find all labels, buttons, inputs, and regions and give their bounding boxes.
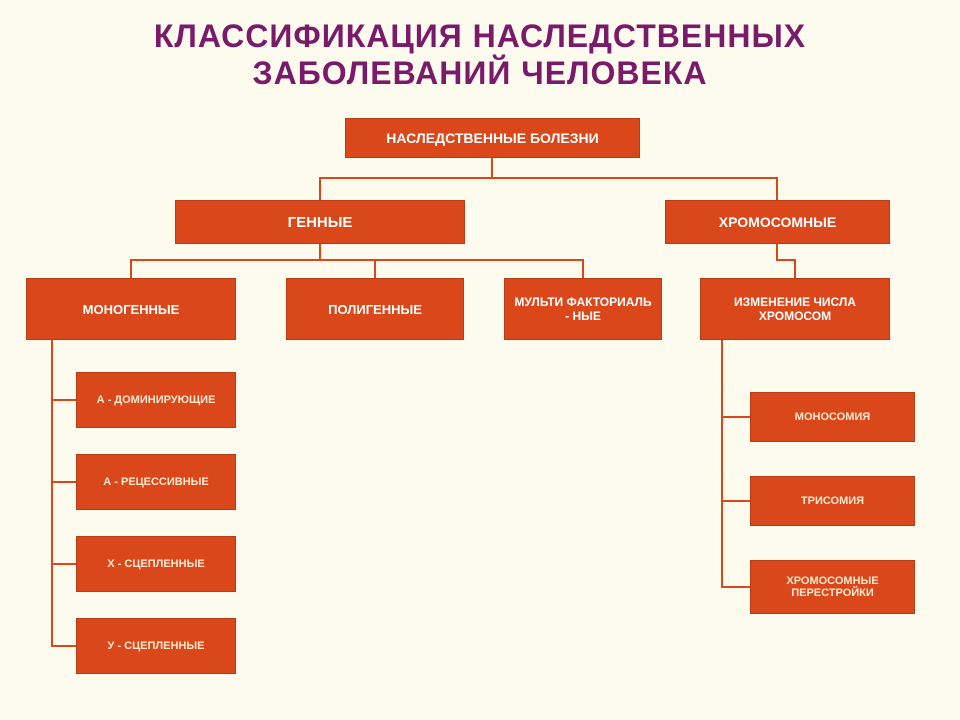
node-root: НАСЛЕДСТВЕННЫЕ БОЛЕЗНИ (345, 118, 640, 158)
node-label: ХРОМОСОМНЫЕ (719, 214, 836, 230)
node-monosom: МОНОСОМИЯ (750, 392, 915, 442)
node-label: МУЛЬТИ ФАКТОРИАЛЬ - НЫЕ (513, 295, 653, 323)
connector (131, 244, 320, 278)
connector (492, 158, 777, 200)
connector (320, 244, 583, 278)
node-poly: ПОЛИГЕННЫЕ (286, 278, 464, 340)
connector (52, 340, 76, 482)
node-label: Х - СЦЕПЛЕННЫЕ (107, 558, 204, 570)
node-chrom: ХРОМОСОМНЫЕ (665, 200, 890, 244)
node-rearr: ХРОМОСОМНЫЕ ПЕРЕСТРОЙКИ (750, 560, 915, 614)
node-label: А - РЕЦЕССИВНЫЕ (103, 476, 209, 488)
node-label: ГЕННЫЕ (288, 214, 353, 231)
connector (320, 244, 375, 278)
node-mono: МОНОГЕННЫЕ (26, 278, 236, 340)
node-label: ХРОМОСОМНЫЕ ПЕРЕСТРОЙКИ (759, 575, 906, 599)
node-label: ИЗМЕНЕНИЕ ЧИСЛА ХРОМОСОМ (709, 295, 881, 323)
node-label: А - ДОМИНИРУЮЩИЕ (97, 394, 216, 406)
connector (52, 340, 76, 646)
connector (722, 340, 750, 587)
diagram-canvas: НАСЛЕДСТВЕННЫЕ БОЛЕЗНИ ГЕННЫЕ ХРОМОСОМНЫЕ М… (0, 0, 960, 720)
node-label: НАСЛЕДСТВЕННЫЕ БОЛЕЗНИ (386, 130, 598, 146)
node-label: МОНОГЕННЫЕ (83, 302, 180, 317)
node-gene: ГЕННЫЕ (175, 200, 465, 244)
node-arec: А - РЕЦЕССИВНЫЕ (76, 454, 236, 510)
node-label: МОНОСОМИЯ (795, 411, 870, 423)
connector (777, 244, 795, 278)
node-xlinked: Х - СЦЕПЛЕННЫЕ (76, 536, 236, 592)
connector (320, 158, 492, 200)
node-adom: А - ДОМИНИРУЮЩИЕ (76, 372, 236, 428)
connector (722, 340, 750, 417)
connector (52, 340, 76, 564)
connector (52, 340, 76, 400)
node-ylinked: У - СЦЕПЛЕННЫЕ (76, 618, 236, 674)
node-label: У - СЦЕПЛЕННЫЕ (108, 640, 205, 652)
node-multi: МУЛЬТИ ФАКТОРИАЛЬ - НЫЕ (504, 278, 662, 340)
node-trisom: ТРИСОМИЯ (750, 476, 915, 526)
node-chromnum: ИЗМЕНЕНИЕ ЧИСЛА ХРОМОСОМ (700, 278, 890, 340)
node-label: ТРИСОМИЯ (801, 495, 864, 507)
node-label: ПОЛИГЕННЫЕ (328, 302, 422, 317)
connector (722, 340, 750, 501)
